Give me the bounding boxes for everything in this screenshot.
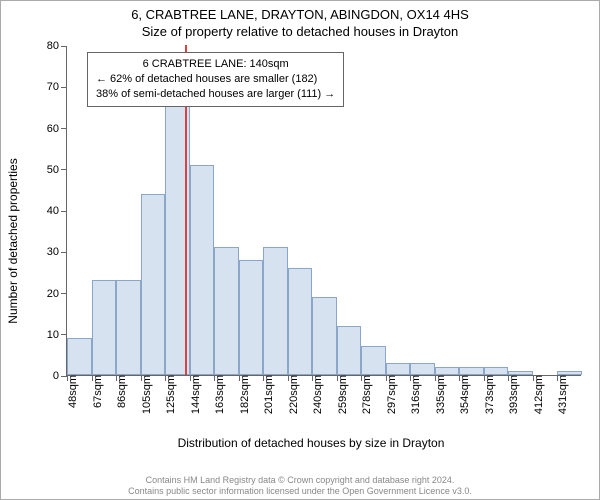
y-tick-label: 10 — [47, 329, 67, 341]
x-tick-label: 67sqm — [84, 375, 104, 408]
histogram-bar — [190, 165, 215, 375]
x-tick-label: 354sqm — [451, 375, 471, 414]
histogram-bar — [92, 280, 117, 375]
histogram-bar — [484, 367, 509, 375]
footer-line2: Contains public sector information licen… — [1, 486, 599, 497]
x-tick-label: 125sqm — [157, 375, 177, 414]
x-tick-label: 86sqm — [108, 375, 128, 408]
x-tick-label: 297sqm — [378, 375, 398, 414]
x-tick-label: 240sqm — [304, 375, 324, 414]
histogram-bar — [361, 346, 386, 375]
x-tick-label: 259sqm — [329, 375, 349, 414]
histogram-bar — [386, 363, 411, 375]
x-tick-label: 412sqm — [525, 375, 545, 414]
info-box: 6 CRABTREE LANE: 140sqm ← 62% of detache… — [87, 52, 344, 107]
y-tick-label: 30 — [47, 246, 67, 258]
page-title: 6, CRABTREE LANE, DRAYTON, ABINGDON, OX1… — [1, 1, 599, 24]
x-tick-label: 393sqm — [500, 375, 520, 414]
histogram-bar — [435, 367, 460, 375]
histogram-bar — [116, 280, 141, 375]
y-tick-label: 70 — [47, 81, 67, 93]
info-box-title: 6 CRABTREE LANE: 140sqm — [96, 57, 335, 72]
y-tick-label: 20 — [47, 288, 67, 300]
x-tick-label: 373sqm — [476, 375, 496, 414]
x-tick-label: 335sqm — [427, 375, 447, 414]
y-axis-label: Number of detached properties — [6, 158, 20, 323]
y-tick-label: 40 — [47, 205, 67, 217]
histogram-bar — [214, 247, 239, 375]
x-tick-label: 105sqm — [133, 375, 153, 414]
histogram-bar — [67, 338, 92, 375]
histogram-bar — [337, 326, 362, 376]
x-tick-label: 316sqm — [402, 375, 422, 414]
info-box-line1: ← 62% of detached houses are smaller (18… — [96, 72, 335, 87]
chart-container: 6, CRABTREE LANE, DRAYTON, ABINGDON, OX1… — [0, 0, 600, 500]
histogram-bar — [410, 363, 435, 375]
x-tick-label: 431sqm — [549, 375, 569, 414]
footer-line1: Contains HM Land Registry data © Crown c… — [1, 475, 599, 486]
histogram-bar — [288, 268, 313, 375]
histogram-bar — [312, 297, 337, 375]
x-tick-label: 220sqm — [280, 375, 300, 414]
info-box-line2: 38% of semi-detached houses are larger (… — [96, 87, 335, 102]
plot-area: 6 CRABTREE LANE: 140sqm ← 62% of detache… — [66, 46, 581, 376]
x-tick-label: 182sqm — [231, 375, 251, 414]
x-tick-label: 163sqm — [206, 375, 226, 414]
chart-wrap: Number of detached properties 6 CRABTREE… — [31, 46, 591, 436]
x-tick-label: 48sqm — [59, 375, 79, 408]
x-tick-label: 201sqm — [255, 375, 275, 414]
histogram-bar — [141, 194, 166, 376]
x-axis-label: Distribution of detached houses by size … — [178, 436, 445, 450]
y-tick-label: 50 — [47, 164, 67, 176]
y-tick-label: 60 — [47, 123, 67, 135]
x-tick-label: 144sqm — [182, 375, 202, 414]
page-subtitle: Size of property relative to detached ho… — [1, 24, 599, 41]
y-tick-label: 80 — [47, 40, 67, 52]
x-tick-label: 278sqm — [353, 375, 373, 414]
footer: Contains HM Land Registry data © Crown c… — [1, 475, 599, 497]
histogram-bar — [263, 247, 288, 375]
histogram-bar — [239, 260, 264, 376]
histogram-bar — [459, 367, 484, 375]
